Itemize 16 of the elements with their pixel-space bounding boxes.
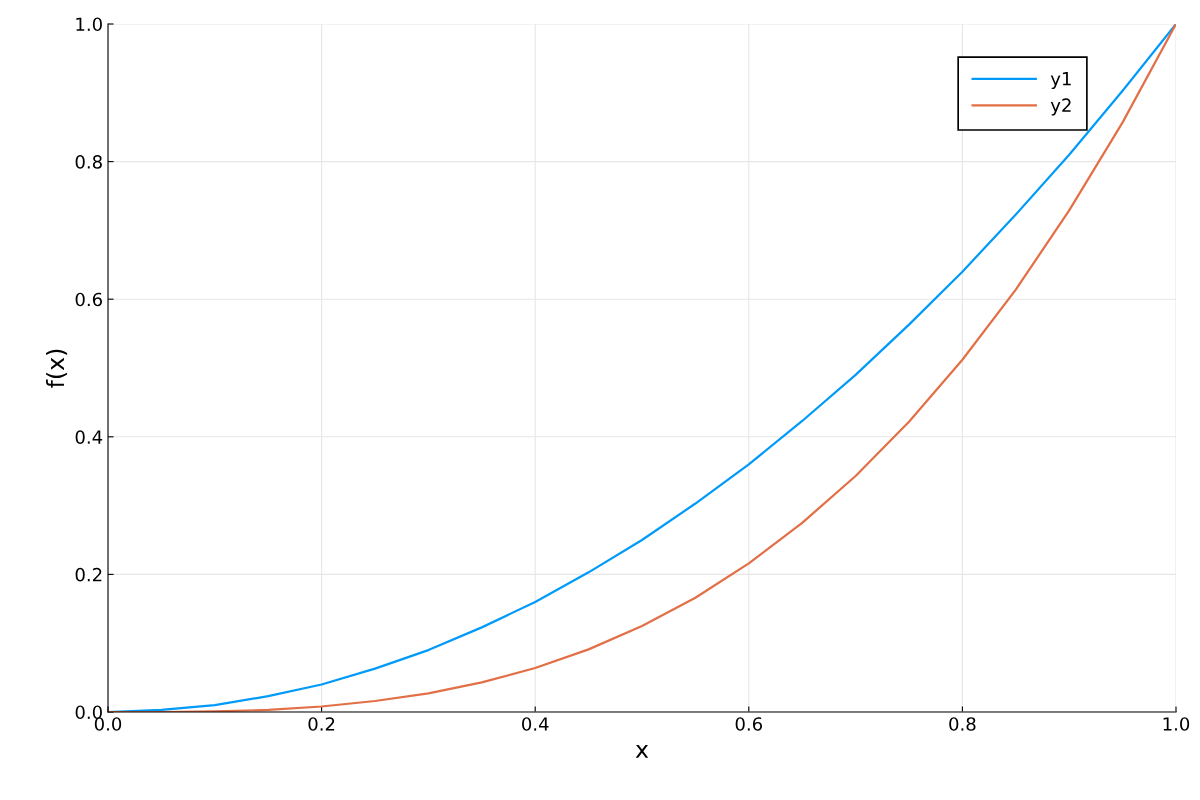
- y-tick-label: 0.4: [75, 430, 103, 444]
- legend-label: y2: [1050, 98, 1071, 116]
- x-tick-label: 0.0: [94, 717, 122, 731]
- x-axis-title: x: [635, 744, 649, 758]
- x-tick-label: 0.4: [522, 717, 549, 731]
- y-tick-label: 0.8: [75, 155, 102, 169]
- legend-label: y1: [1050, 72, 1071, 90]
- y-tick-label: 1.0: [76, 17, 102, 32]
- x-tick-label: 0.6: [735, 717, 763, 731]
- y-tick-label: 0.2: [75, 567, 102, 582]
- x-tick-label: 1.0: [1163, 717, 1190, 731]
- y-axis-title: f(x): [46, 349, 68, 388]
- x-tick-label: 0.2: [308, 717, 335, 731]
- y-tick-label: 0.6: [75, 292, 102, 307]
- x-tick-label: 0.8: [949, 717, 976, 731]
- y-tick-label: 0.0: [75, 705, 102, 720]
